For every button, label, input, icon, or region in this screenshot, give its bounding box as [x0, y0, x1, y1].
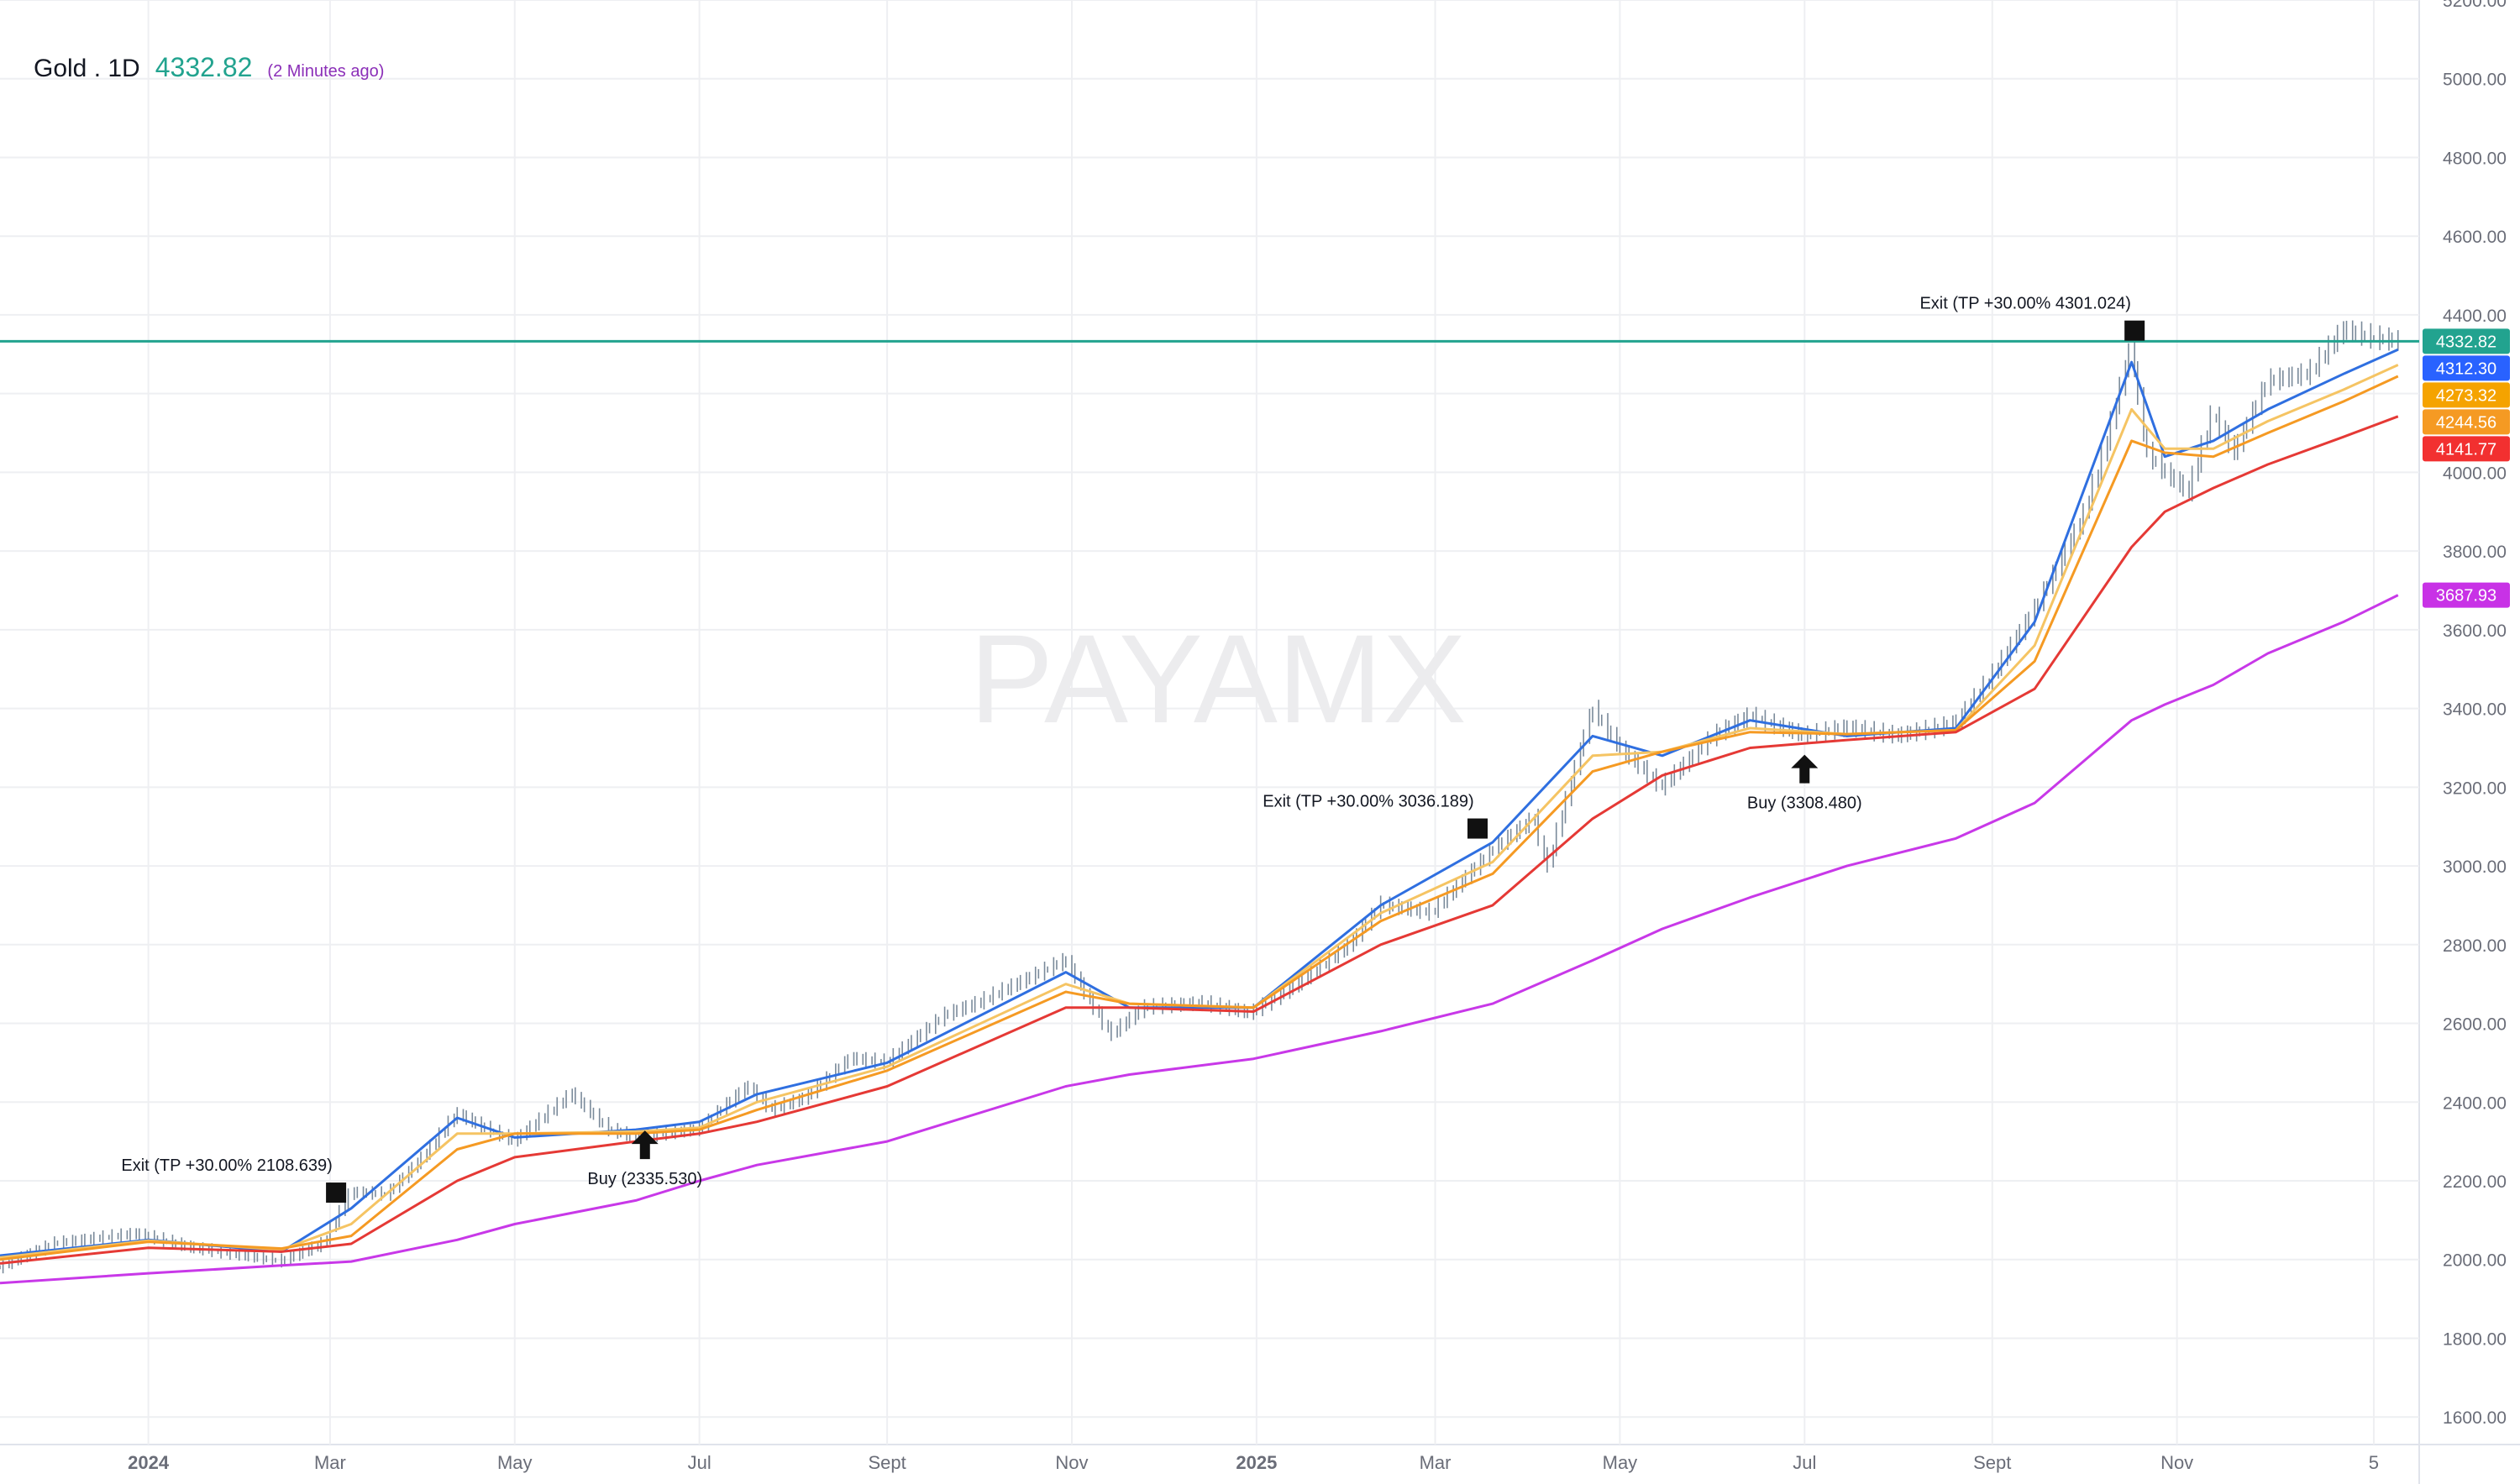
value-label-ma_200-bg	[2423, 582, 2510, 608]
y-tick-label: 3200.00	[2443, 779, 2507, 798]
buy-label: Buy (2335.530)	[587, 1170, 702, 1188]
buy-arrow-icon	[631, 1130, 659, 1160]
value-label-ema_fast-bg	[2423, 355, 2510, 381]
value-label-ema_slow-bg	[2423, 409, 2510, 435]
x-axis[interactable]: 2024 Mar May Jul Sept Nov 2025 Mar May Jul Sept Nov…	[128, 1452, 2379, 1473]
series-line-ema_long	[0, 415, 2399, 1265]
value-label-ma_200: 3687.93	[2436, 587, 2496, 606]
exit-label: Exit (TP +30.00% 3036.189)	[1263, 793, 1473, 811]
x-tick-label: May	[497, 1452, 533, 1473]
y-tick-label: 3000.00	[2443, 857, 2507, 877]
last-price: 4332.82	[155, 52, 253, 82]
last-price-label-bg	[2423, 328, 2510, 354]
y-tick-label: 1800.00	[2443, 1329, 2507, 1349]
trade-annotations: Exit (TP +30.00% 2108.639) Buy (2335.530)…	[121, 295, 2145, 1203]
y-tick-label: 4600.00	[2443, 228, 2507, 247]
y-tick-label: 3800.00	[2443, 543, 2507, 562]
price-labels: 4332.82 4312.30 4273.32 4244.56 4141.77 3687.…	[2423, 328, 2510, 608]
x-tick-label: Nov	[1055, 1452, 1088, 1473]
series-line-ma_200	[0, 594, 2399, 1285]
y-tick-label: 2200.00	[2443, 1172, 2507, 1192]
y-tick-label: 4000.00	[2443, 464, 2507, 483]
x-tick-label: Sept	[1973, 1452, 2011, 1473]
symbol-title[interactable]: Gold . 1D	[34, 55, 140, 82]
value-label-ema_mid-bg	[2423, 382, 2510, 408]
series-line-ema_fast	[0, 348, 2399, 1257]
exit-marker	[2124, 320, 2145, 341]
candles	[0, 320, 2399, 1274]
buy-label: Buy (3308.480)	[1747, 794, 1862, 813]
update-age: (2 Minutes ago)	[267, 62, 385, 81]
value-label-ema_slow: 4244.56	[2436, 413, 2496, 432]
x-tick-label: Jul	[688, 1452, 711, 1473]
indicator-lines	[0, 339, 2419, 1285]
x-tick-label: 2024	[128, 1452, 170, 1473]
y-tick-label: 2800.00	[2443, 936, 2507, 956]
exit-label: Exit (TP +30.00% 2108.639)	[121, 1156, 332, 1175]
y-tick-label: 5200.00	[2443, 0, 2507, 11]
exit-marker	[326, 1182, 347, 1203]
value-label-ema_mid: 4273.32	[2436, 386, 2496, 405]
x-tick-label: Jul	[1793, 1452, 1816, 1473]
y-tick-label: 3600.00	[2443, 621, 2507, 641]
y-tick-label: 2600.00	[2443, 1015, 2507, 1035]
y-tick-label: 1600.00	[2443, 1408, 2507, 1428]
x-tick-label: 2025	[1236, 1452, 1277, 1473]
value-label-ema_long: 4141.77	[2436, 440, 2496, 459]
y-axis[interactable]: 1600.00 1800.00 2000.00 2200.00 2400.00 2600.…	[2443, 0, 2507, 1428]
y-tick-label: 2000.00	[2443, 1251, 2507, 1271]
exit-marker	[1467, 818, 1488, 839]
watermark: PAYAMX	[969, 608, 1467, 749]
x-tick-label: Mar	[314, 1452, 346, 1473]
series-line-ema_mid	[0, 364, 2399, 1259]
x-tick-label: Mar	[1420, 1452, 1452, 1473]
y-tick-label: 2400.00	[2443, 1093, 2507, 1113]
x-tick-label: May	[1603, 1452, 1638, 1473]
series-line-ema_slow	[0, 375, 2399, 1261]
last-price-label: 4332.82	[2436, 333, 2496, 351]
y-tick-label: 5000.00	[2443, 71, 2507, 90]
x-tick-label: Sept	[868, 1452, 906, 1473]
exit-label: Exit (TP +30.00% 4301.024)	[1919, 295, 2130, 313]
value-label-ema_long-bg	[2423, 436, 2510, 462]
y-tick-label: 4800.00	[2443, 149, 2507, 168]
y-tick-label: 3400.00	[2443, 700, 2507, 720]
y-tick-label: 4400.00	[2443, 307, 2507, 326]
chart-header: Gold . 1D 4332.82 (2 Minutes ago)	[34, 52, 384, 83]
x-tick-label: 5	[2369, 1452, 2379, 1473]
value-label-ema_fast: 4312.30	[2436, 359, 2496, 378]
x-tick-label: Nov	[2160, 1452, 2193, 1473]
buy-arrow-icon	[1791, 754, 1819, 784]
